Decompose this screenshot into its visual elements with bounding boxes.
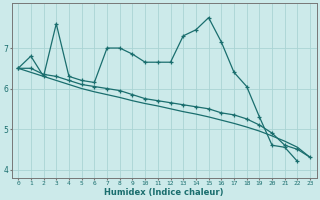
X-axis label: Humidex (Indice chaleur): Humidex (Indice chaleur)	[104, 188, 224, 197]
